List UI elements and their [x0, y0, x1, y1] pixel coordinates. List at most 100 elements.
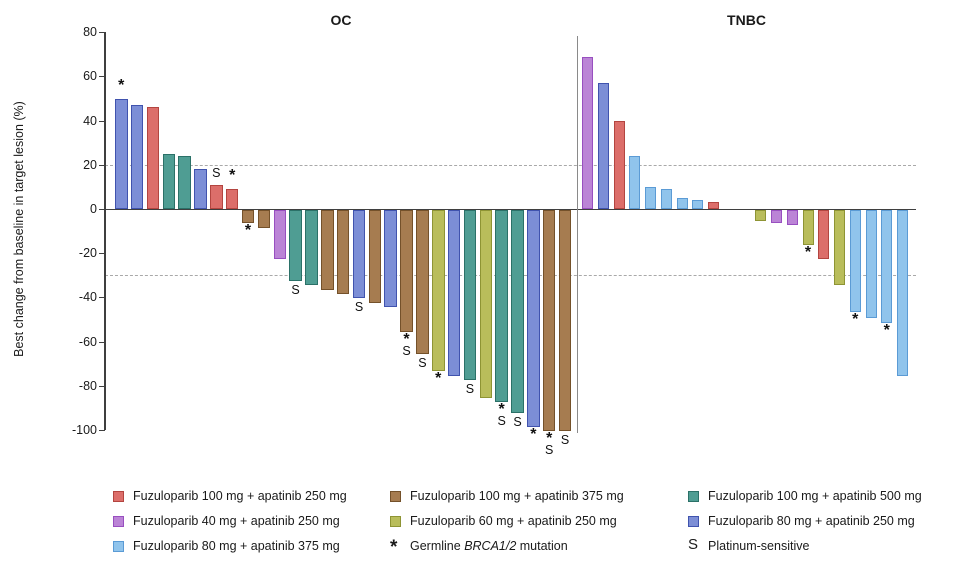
- y-axis-label: Best change from baseline in target lesi…: [12, 101, 26, 357]
- y-axis-tick-label: -100: [71, 423, 97, 437]
- bar-annotation: S: [508, 415, 528, 430]
- bar: [865, 210, 877, 319]
- bar-annotation: S: [460, 382, 480, 397]
- bar: [597, 83, 609, 209]
- panel-divider: [577, 36, 578, 433]
- legend-label: Fuzuloparib 100 mg + apatinib 500 mg: [708, 489, 922, 503]
- legend-swatch-fz60_ap250: [390, 516, 401, 527]
- legend-swatch-fz100_ap500: [688, 491, 699, 502]
- bar: [257, 210, 271, 228]
- legend-label: Fuzuloparib 100 mg + apatinib 250 mg: [133, 489, 347, 503]
- platinum-sensitive-s: S: [560, 433, 570, 447]
- bar: [849, 210, 861, 312]
- bar-annotation: S: [206, 165, 226, 180]
- panel-title-oc: OC: [330, 12, 352, 28]
- germline-mutation-asterisk: *: [118, 76, 125, 94]
- bar-annotation: * S: [397, 331, 417, 357]
- bar: [542, 210, 556, 431]
- bar-annotation: S: [286, 282, 306, 297]
- bar: [676, 197, 688, 209]
- bar: [400, 210, 413, 332]
- bar: [558, 210, 572, 431]
- bar: [146, 107, 160, 209]
- platinum-sensitive-s: S: [497, 414, 506, 429]
- legend-label: Fuzuloparib 80 mg + apatinib 250 mg: [708, 514, 915, 528]
- reference-line: [105, 275, 916, 277]
- platinum-sensitive-s: S: [212, 165, 221, 180]
- bar: [479, 210, 493, 398]
- bar: [432, 210, 445, 372]
- y-axis-tick: [99, 297, 105, 299]
- legend-swatch-fz40_ap250: [113, 516, 124, 527]
- bar: [115, 98, 128, 209]
- bar-annotation: S: [555, 433, 575, 447]
- bar: [368, 210, 382, 303]
- bar-annotation: *: [111, 76, 131, 94]
- bar: [225, 189, 239, 209]
- bar: [771, 210, 782, 224]
- bar: [162, 153, 176, 209]
- y-axis-tick: [99, 385, 105, 387]
- platinum-sensitive-s: S: [545, 443, 554, 457]
- y-axis-tick: [99, 341, 105, 343]
- reference-line: [105, 164, 916, 166]
- bar: [463, 210, 477, 381]
- bar: [645, 186, 656, 209]
- platinum-sensitive-s: S: [513, 415, 522, 430]
- bar: [786, 210, 798, 226]
- bar: [660, 189, 672, 209]
- bar: [692, 200, 704, 209]
- germline-mutation-asterisk: *: [546, 430, 553, 447]
- platinum-sensitive-s: S: [354, 300, 364, 315]
- y-axis-tick-label: -40: [78, 290, 97, 305]
- germline-mutation-asterisk: *: [804, 244, 812, 262]
- y-axis-tick: [99, 209, 105, 210]
- bar-annotation: * S: [492, 401, 512, 429]
- bar: [818, 210, 830, 259]
- bar: [416, 210, 429, 354]
- germline-mutation-asterisk: *: [435, 370, 442, 388]
- y-axis-tick: [99, 164, 105, 166]
- bar: [130, 105, 144, 209]
- bar: [881, 210, 893, 323]
- germline-mutation-asterisk: *: [883, 321, 890, 339]
- bar: [527, 210, 540, 427]
- bar: [582, 56, 593, 209]
- bar: [273, 210, 286, 259]
- bar: [708, 202, 719, 209]
- platinum-sensitive-s: S: [465, 382, 475, 397]
- y-axis-tick: [99, 76, 105, 78]
- bar: [336, 210, 350, 294]
- y-axis-tick-label: -80: [78, 378, 97, 393]
- platinum-sensitive-s: S: [291, 282, 300, 297]
- panel-title-tnbc: TNBC: [727, 12, 766, 28]
- y-axis-tick: [99, 120, 105, 122]
- bar-annotation: * S: [539, 430, 559, 457]
- bar: [241, 210, 255, 224]
- y-axis-tick-label: 0: [90, 202, 97, 216]
- bar-annotation: S: [412, 356, 432, 369]
- y-axis-tick-label: 40: [83, 113, 97, 128]
- bar: [321, 210, 334, 290]
- y-axis-tick-label: -20: [78, 246, 97, 261]
- bar-annotation: *: [523, 426, 543, 442]
- germline-mutation-asterisk: *: [244, 222, 252, 240]
- bar: [755, 210, 767, 222]
- legend-swatch-fz80_ap250: [688, 516, 699, 527]
- bar: [834, 210, 845, 286]
- legend-swatch-fz100_ap250: [113, 491, 124, 502]
- y-axis-tick: [99, 32, 105, 34]
- germline-mutation-asterisk: *: [498, 401, 505, 419]
- legend-swatch-fz80_ap375: [113, 541, 124, 552]
- bar: [352, 210, 366, 299]
- bar: [194, 169, 207, 209]
- legend-label: Germline BRCA1/2 mutation: [410, 539, 568, 553]
- legend-label: Fuzuloparib 80 mg + apatinib 375 mg: [133, 539, 340, 553]
- bar: [384, 210, 397, 308]
- bar: [897, 210, 908, 376]
- bar-annotation: *: [877, 321, 897, 339]
- bar-annotation: *: [238, 222, 258, 240]
- y-axis-tick-label: 20: [83, 157, 97, 172]
- bar: [178, 155, 191, 209]
